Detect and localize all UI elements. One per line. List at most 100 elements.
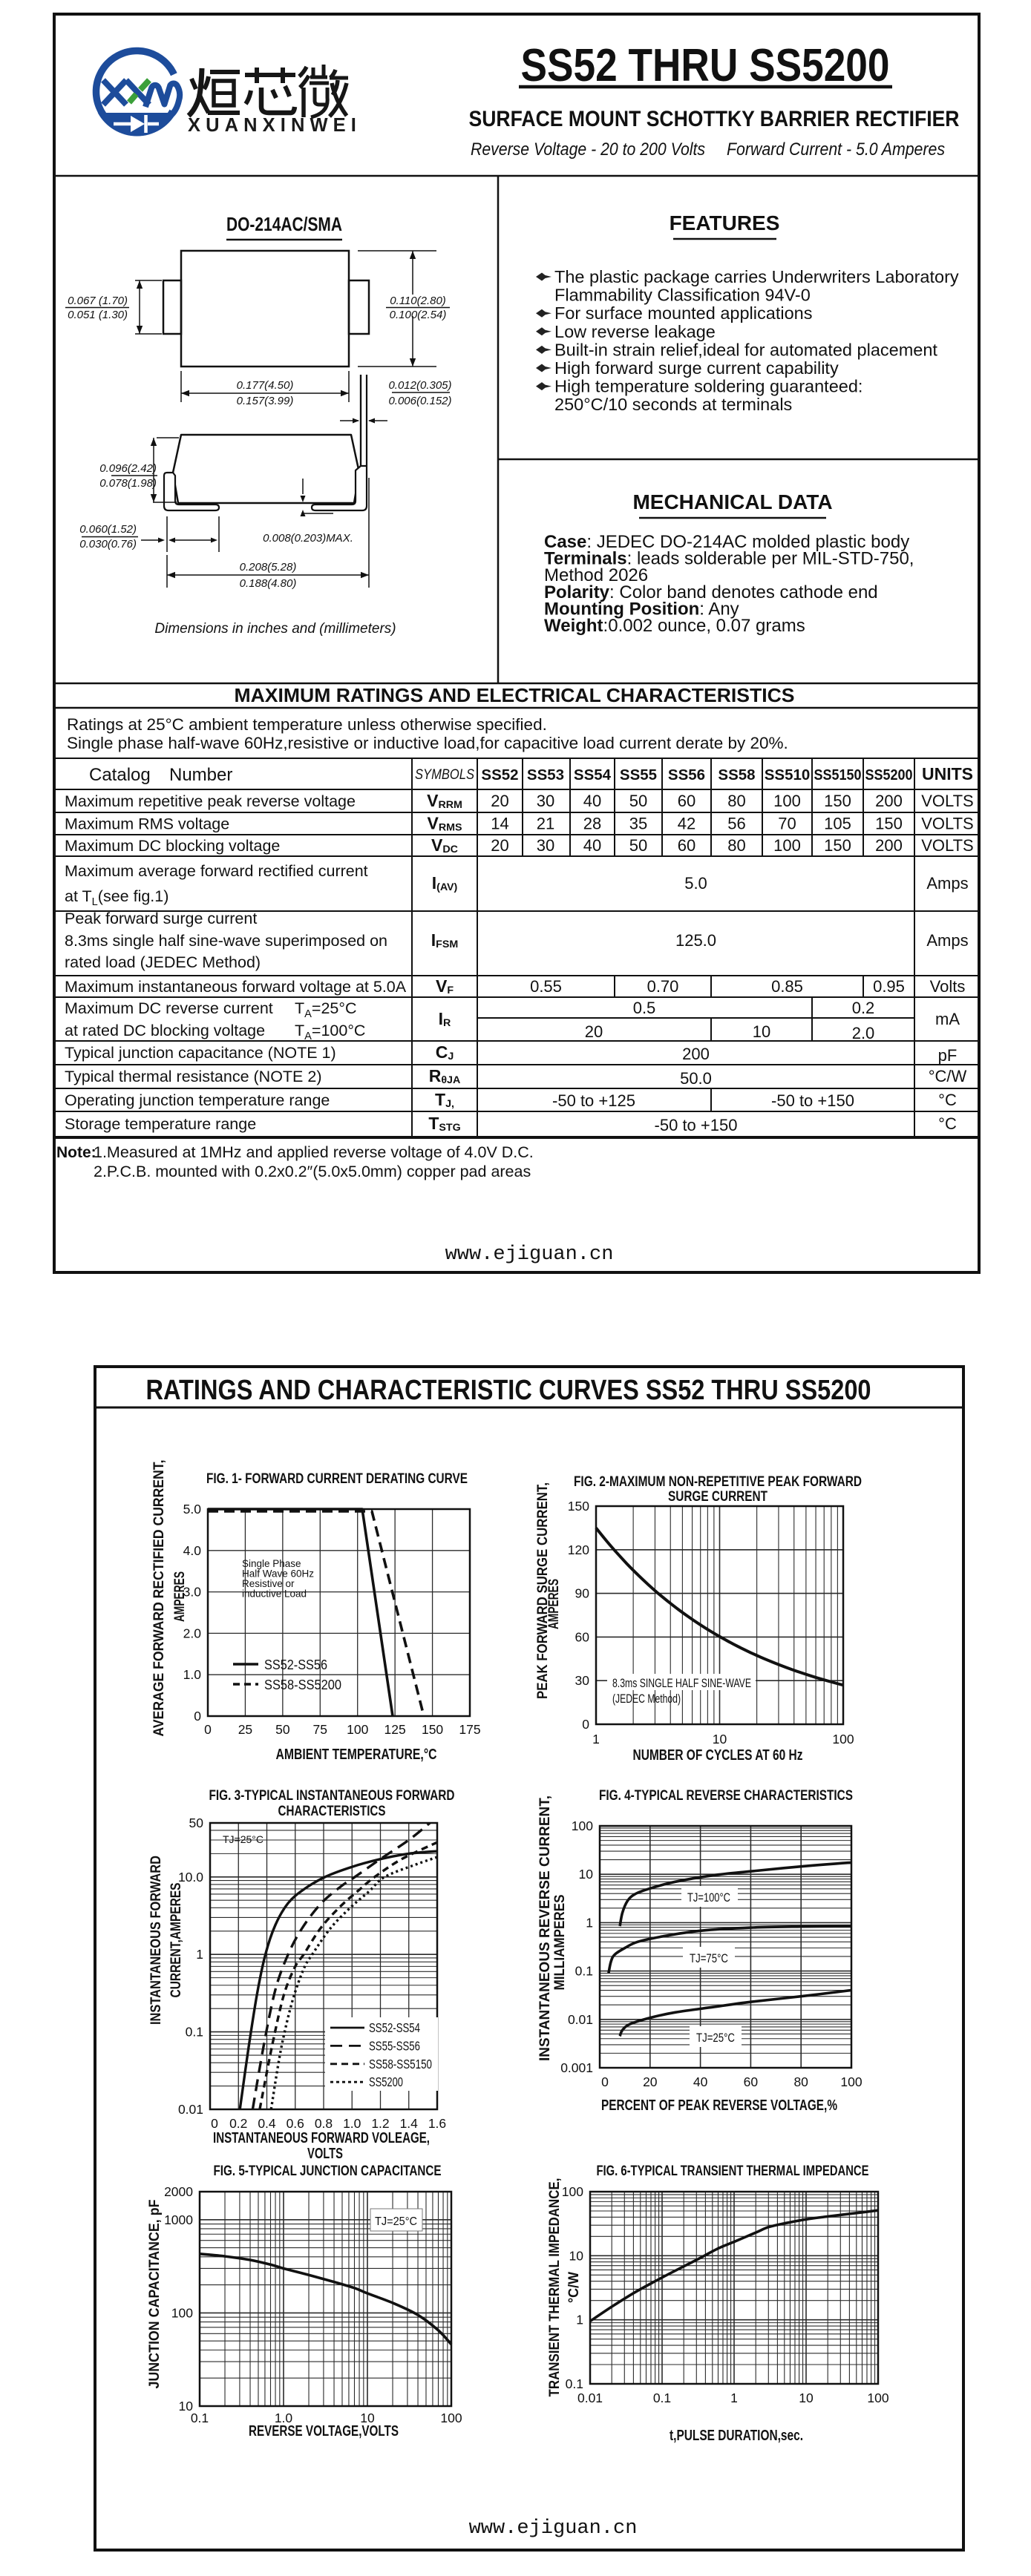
svg-text:SS58: SS58	[718, 766, 755, 783]
svg-text:FIG. 5-TYPICAL JUNCTION CAPACI: FIG. 5-TYPICAL JUNCTION CAPACITANCE	[214, 2163, 442, 2179]
svg-text:inductive Load: inductive Load	[242, 1588, 307, 1600]
svg-text:2.0: 2.0	[852, 1024, 875, 1042]
svg-text:Maximum instantaneous forward: Maximum instantaneous forward voltage at…	[65, 978, 407, 996]
svg-text:°C/W: °C/W	[929, 1067, 967, 1085]
svg-text:50: 50	[275, 1722, 290, 1737]
svg-text:Low reverse leakage: Low reverse leakage	[554, 322, 716, 341]
svg-text:60: 60	[678, 792, 695, 810]
svg-text:Single phase half-wave 60Hz,re: Single phase half-wave 60Hz,resistive or…	[67, 734, 788, 752]
svg-text:1.4: 1.4	[400, 2116, 419, 2131]
svg-text:Dimensions in inches and (mill: Dimensions in inches and (millimeters)	[154, 621, 396, 637]
svg-text:SS55: SS55	[620, 766, 657, 783]
svg-text:1.0: 1.0	[183, 1667, 202, 1682]
svg-text:SS58-SS5150: SS58-SS5150	[369, 2057, 432, 2071]
svg-text:0: 0	[601, 2074, 609, 2089]
svg-text:TRANSIENT THERMAL IMPEDANCE,: TRANSIENT THERMAL IMPEDANCE,	[546, 2178, 563, 2397]
svg-text:FIG. 1- FORWARD CURRENT DERATI: FIG. 1- FORWARD CURRENT DERATING CURVE	[206, 1471, 468, 1487]
svg-text:XUANXINWEI: XUANXINWEI	[188, 115, 361, 136]
svg-text:Reverse Voltage - 20 to 200 Vo: Reverse Voltage - 20 to 200 Volts	[471, 140, 705, 160]
svg-text:1: 1	[586, 1915, 593, 1930]
svg-text:Built-in strain relief,ideal f: Built-in strain relief,ideal for automat…	[554, 340, 937, 359]
svg-text:30: 30	[575, 1673, 590, 1688]
svg-text:1000: 1000	[164, 2212, 193, 2227]
svg-text:MILLIAMPERES: MILLIAMPERES	[551, 1895, 568, 1991]
svg-text:Note:: Note:	[56, 1144, 96, 1161]
svg-text:TJ=25°C: TJ=25°C	[696, 2031, 735, 2045]
svg-text:Maximum RMS voltage: Maximum RMS voltage	[65, 815, 229, 833]
svg-text:175: 175	[459, 1722, 480, 1737]
svg-text:SS5200: SS5200	[865, 766, 913, 783]
svg-text:0.012(0.305): 0.012(0.305)	[388, 379, 451, 392]
svg-text:75: 75	[313, 1722, 327, 1737]
svg-text:Polarity: Color band denotes c: Polarity: Color band denotes cathode end	[544, 582, 878, 602]
svg-text:40: 40	[693, 2074, 708, 2089]
svg-text:5.0: 5.0	[183, 1502, 202, 1517]
svg-text:Flammability Classification 94: Flammability Classification 94V-0	[554, 286, 811, 305]
svg-text:50: 50	[189, 1816, 204, 1830]
svg-text:150: 150	[824, 792, 851, 810]
svg-text:20: 20	[491, 836, 508, 855]
svg-text:50: 50	[629, 836, 647, 855]
svg-text:0.1: 0.1	[575, 1964, 593, 1979]
svg-text:FIG. 6-TYPICAL TRANSIENT THERM: FIG. 6-TYPICAL TRANSIENT THERMAL IMPEDAN…	[597, 2163, 869, 2179]
svg-text:TJ=75°C: TJ=75°C	[690, 1952, 728, 1965]
svg-text:0.4: 0.4	[258, 2116, 276, 2131]
svg-text:Single Phase: Single Phase	[242, 1558, 301, 1569]
svg-text:40: 40	[583, 792, 601, 810]
svg-text:40: 40	[583, 836, 601, 855]
svg-text:SS52: SS52	[481, 766, 518, 783]
svg-text:150: 150	[824, 836, 851, 855]
svg-text:0.006(0.152): 0.006(0.152)	[388, 395, 451, 407]
svg-text:0: 0	[194, 1709, 201, 1724]
svg-text:105: 105	[824, 815, 851, 833]
svg-text:SS53: SS53	[527, 766, 564, 783]
svg-text:Mounting Position: Any: Mounting Position: Any	[544, 599, 739, 619]
svg-text:Method 2026: Method 2026	[544, 565, 648, 585]
svg-text:60: 60	[575, 1629, 590, 1644]
svg-text:t,PULSE DURATION,sec.: t,PULSE DURATION,sec.	[670, 2428, 803, 2444]
svg-text:100: 100	[171, 2305, 193, 2320]
svg-text:10.0: 10.0	[178, 1870, 203, 1885]
svg-text:0.030(0.76): 0.030(0.76)	[79, 538, 137, 551]
svg-text:50.0: 50.0	[680, 1069, 712, 1088]
svg-text:0.01: 0.01	[577, 2391, 603, 2405]
svg-text:25: 25	[238, 1722, 252, 1737]
svg-text:150: 150	[875, 815, 903, 833]
svg-text:Volts: Volts	[930, 977, 966, 996]
svg-text:80: 80	[727, 792, 745, 810]
svg-text:150: 150	[422, 1722, 443, 1737]
svg-text:0.078(1.98): 0.078(1.98)	[99, 477, 157, 490]
svg-text:100: 100	[572, 1818, 593, 1833]
svg-text:8.3ms SINGLE HALF SINE-WAVE: 8.3ms SINGLE HALF SINE-WAVE	[612, 1677, 751, 1690]
svg-text:Weight:0.002 ounce, 0.07 grams: Weight:0.002 ounce, 0.07 grams	[544, 616, 805, 636]
svg-text:0.2: 0.2	[229, 2116, 247, 2131]
svg-text:Storage temperature range: Storage temperature range	[65, 1115, 256, 1133]
svg-text:28: 28	[583, 815, 601, 833]
svg-text:0.95: 0.95	[873, 977, 905, 996]
svg-text:100: 100	[562, 2184, 583, 2199]
svg-text:125.0: 125.0	[675, 931, 716, 950]
svg-text:VOLTS: VOLTS	[307, 2146, 343, 2162]
svg-text:REVERSE VOLTAGE,VOLTS: REVERSE VOLTAGE,VOLTS	[249, 2423, 399, 2439]
svg-text:60: 60	[744, 2074, 759, 2089]
svg-text:MAXIMUM RATINGS AND ELECTRICAL: MAXIMUM RATINGS AND ELECTRICAL CHARACTER…	[235, 684, 795, 706]
svg-text:0: 0	[211, 2116, 218, 2131]
svg-text:SS510: SS510	[765, 766, 811, 783]
svg-text:10: 10	[713, 1732, 727, 1747]
svg-text:250°C/10 seconds at terminals: 250°C/10 seconds at terminals	[554, 395, 792, 414]
svg-text:100: 100	[832, 1732, 854, 1747]
svg-text:1.Measured at 1MHz and applied: 1.Measured at 1MHz and applied reverse v…	[94, 1143, 534, 1161]
svg-text:TA=25°C: TA=25°C	[295, 999, 357, 1020]
svg-text:Peak forward surge current: Peak forward surge current	[65, 910, 257, 927]
svg-text:High forward surge current cap: High forward surge current capability	[554, 358, 839, 378]
svg-text:Case: JEDEC DO-214AC molded pl: Case: JEDEC DO-214AC molded plastic body	[544, 532, 909, 552]
svg-text:1.6: 1.6	[428, 2116, 446, 2131]
svg-text:0.208(5.28): 0.208(5.28)	[240, 561, 297, 574]
svg-text:21: 21	[537, 815, 554, 833]
svg-text:0.1: 0.1	[566, 2376, 583, 2391]
svg-text:0.060(1.52): 0.060(1.52)	[79, 523, 137, 536]
svg-text:0.1: 0.1	[191, 2411, 209, 2425]
svg-text:Maximum DC reverse current: Maximum DC reverse current	[65, 999, 273, 1017]
svg-text:0.008(0.203)MAX.: 0.008(0.203)MAX.	[263, 532, 353, 545]
svg-text:AMPERES: AMPERES	[171, 1571, 188, 1622]
